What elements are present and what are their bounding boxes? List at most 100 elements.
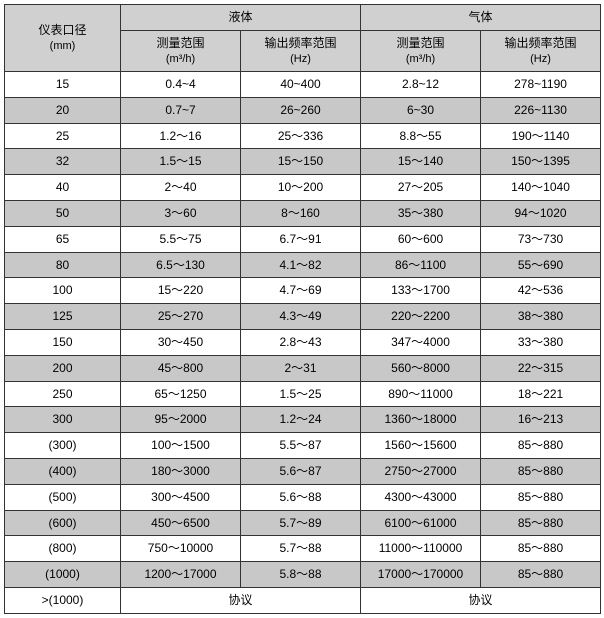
- cell-diameter: 65: [5, 226, 121, 252]
- meas-unit: (m³/h): [363, 52, 478, 67]
- cell-diameter: 40: [5, 175, 121, 201]
- cell-liquid-freq: 25～336: [241, 123, 361, 149]
- cell-gas-range: 4300～43000: [361, 484, 481, 510]
- cell-diameter: 80: [5, 252, 121, 278]
- cell-gas-range: 8.8～55: [361, 123, 481, 149]
- cell-liquid-freq: 6.7～91: [241, 226, 361, 252]
- cell-gas-freq: 140～1040: [481, 175, 601, 201]
- cell-gas-range: 220～2200: [361, 304, 481, 330]
- cell-diameter: 25: [5, 123, 121, 149]
- cell-liquid-range: 65～1250: [121, 381, 241, 407]
- table-row: 806.5～1304.1～8286～110055～690: [5, 252, 601, 278]
- table-body: 150.4~440~4002.8~12278~1190200.7~726~260…: [5, 71, 601, 613]
- table-row: (600)450～65005.7～896100～6100085～880: [5, 510, 601, 536]
- col-diameter: 仪表口径 (mm): [5, 5, 121, 72]
- cell-gas-range: 60～600: [361, 226, 481, 252]
- cell-liquid-range: 0.4~4: [121, 71, 241, 97]
- cell-gas-freq: 18～221: [481, 381, 601, 407]
- cell-diameter: (600): [5, 510, 121, 536]
- table-row: 25065～12501.5～25890～1100018～221: [5, 381, 601, 407]
- col-liquid-freq: 输出频率范围 (Hz): [241, 30, 361, 71]
- freq-range-label: 输出频率范围: [243, 35, 358, 52]
- col-liquid-range: 测量范围 (m³/h): [121, 30, 241, 71]
- cell-gas-freq: 85～880: [481, 562, 601, 588]
- table-row: (400)180～30005.6～872750～2700085～880: [5, 458, 601, 484]
- spec-table: 仪表口径 (mm) 液体 气体 测量范围 (m³/h) 输出频率范围 (Hz) …: [4, 4, 601, 614]
- cell-liquid-freq: 4.3～49: [241, 304, 361, 330]
- cell-gas-range: 17000～170000: [361, 562, 481, 588]
- table-row: (800)750～100005.7～8811000～11000085～880: [5, 536, 601, 562]
- cell-liquid-range: 25～270: [121, 304, 241, 330]
- table-row: (500)300～45005.6～884300～4300085～880: [5, 484, 601, 510]
- cell-liquid-freq: 4.1～82: [241, 252, 361, 278]
- meas-range-label: 测量范围: [123, 35, 238, 52]
- cell-gas-range: 2750～27000: [361, 458, 481, 484]
- cell-liquid-range: 750～10000: [121, 536, 241, 562]
- cell-liquid-freq: 10～200: [241, 175, 361, 201]
- cell-diameter: 100: [5, 278, 121, 304]
- cell-gas-range: 6~30: [361, 97, 481, 123]
- table-row: 30095～20001.2～241360～1800016～213: [5, 407, 601, 433]
- cell-liquid: 协议: [121, 587, 361, 613]
- cell-diameter: (400): [5, 458, 121, 484]
- cell-gas-freq: 226~1130: [481, 97, 601, 123]
- cell-diameter: 125: [5, 304, 121, 330]
- table-row: 12525～2704.3～49220～220038～380: [5, 304, 601, 330]
- cell-liquid-freq: 2.8～43: [241, 329, 361, 355]
- cell-gas-freq: 94～1020: [481, 200, 601, 226]
- table-row: (300)100～15005.5～871560～1560085～880: [5, 433, 601, 459]
- cell-gas-range: 890～11000: [361, 381, 481, 407]
- cell-gas-range: 35～380: [361, 200, 481, 226]
- cell-diameter: >(1000): [5, 587, 121, 613]
- cell-gas-freq: 33～380: [481, 329, 601, 355]
- cell-liquid-range: 45～800: [121, 355, 241, 381]
- table-row: 655.5～756.7～9160～60073～730: [5, 226, 601, 252]
- cell-liquid-freq: 5.6～87: [241, 458, 361, 484]
- cell-gas-freq: 85～880: [481, 536, 601, 562]
- cell-gas-range: 1360～18000: [361, 407, 481, 433]
- meas-range-label: 测量范围: [363, 35, 478, 52]
- cell-liquid-freq: 5.7～88: [241, 536, 361, 562]
- table-row: 15030～4502.8～43347～400033～380: [5, 329, 601, 355]
- cell-diameter: 20: [5, 97, 121, 123]
- cell-gas-freq: 85～880: [481, 458, 601, 484]
- freq-range-label: 输出频率范围: [483, 35, 598, 52]
- cell-gas-range: 133～1700: [361, 278, 481, 304]
- cell-gas-range: 1560～15600: [361, 433, 481, 459]
- cell-diameter: 15: [5, 71, 121, 97]
- table-row: >(1000)协议协议: [5, 587, 601, 613]
- cell-diameter: 32: [5, 149, 121, 175]
- cell-liquid-range: 15～220: [121, 278, 241, 304]
- table-row: 10015～2204.7～69133～170042～536: [5, 278, 601, 304]
- cell-liquid-freq: 2～31: [241, 355, 361, 381]
- cell-gas-freq: 85～880: [481, 510, 601, 536]
- col-liquid: 液体: [121, 5, 361, 31]
- col-gas-freq: 输出频率范围 (Hz): [481, 30, 601, 71]
- cell-liquid-range: 30～450: [121, 329, 241, 355]
- cell-gas-freq: 278~1190: [481, 71, 601, 97]
- cell-gas-range: 2.8~12: [361, 71, 481, 97]
- cell-liquid-range: 6.5～130: [121, 252, 241, 278]
- cell-diameter: 300: [5, 407, 121, 433]
- meas-unit: (m³/h): [123, 52, 238, 67]
- table-row: 200.7~726~2606~30226~1130: [5, 97, 601, 123]
- cell-liquid-freq: 15～150: [241, 149, 361, 175]
- cell-diameter: (1000): [5, 562, 121, 588]
- cell-gas-range: 6100～61000: [361, 510, 481, 536]
- cell-liquid-freq: 26~260: [241, 97, 361, 123]
- cell-liquid-range: 1.5～15: [121, 149, 241, 175]
- freq-unit: (Hz): [483, 52, 598, 67]
- cell-liquid-range: 180～3000: [121, 458, 241, 484]
- cell-liquid-freq: 5.6～88: [241, 484, 361, 510]
- cell-gas-freq: 73～730: [481, 226, 601, 252]
- cell-liquid-freq: 5.8～88: [241, 562, 361, 588]
- table-header: 仪表口径 (mm) 液体 气体 测量范围 (m³/h) 输出频率范围 (Hz) …: [5, 5, 601, 72]
- diameter-unit: (mm): [7, 39, 118, 54]
- cell-gas-range: 560～8000: [361, 355, 481, 381]
- cell-liquid-range: 300～4500: [121, 484, 241, 510]
- col-gas-range: 测量范围 (m³/h): [361, 30, 481, 71]
- cell-liquid-range: 95～2000: [121, 407, 241, 433]
- cell-liquid-freq: 40~400: [241, 71, 361, 97]
- cell-gas-freq: 16～213: [481, 407, 601, 433]
- cell-gas-freq: 85～880: [481, 433, 601, 459]
